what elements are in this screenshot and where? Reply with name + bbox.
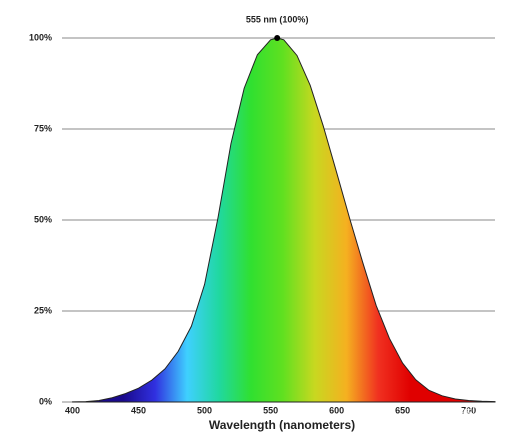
y-tick-label: 25%: [34, 305, 52, 315]
peak-marker: [274, 35, 281, 41]
x-tick-label: 400: [65, 405, 80, 415]
x-axis-label: Wavelength (nanometers): [209, 418, 355, 432]
watermark: 知乎 @SennettDeng: [418, 402, 516, 416]
x-tick-label: 650: [395, 405, 410, 415]
y-tick-label: 75%: [34, 123, 52, 133]
y-tick-label: 100%: [29, 32, 52, 42]
x-tick-label: 600: [329, 405, 344, 415]
area: [72, 37, 496, 403]
y-tick-label: 50%: [34, 214, 52, 224]
x-tick-label: 450: [131, 405, 146, 415]
y-tick-label: 0%: [39, 396, 52, 406]
x-tick-label: 550: [263, 405, 278, 415]
x-tick-label: 500: [197, 405, 212, 415]
annotation: 555 nm (100%): [246, 14, 309, 24]
x-tick-label: 700: [461, 405, 476, 415]
